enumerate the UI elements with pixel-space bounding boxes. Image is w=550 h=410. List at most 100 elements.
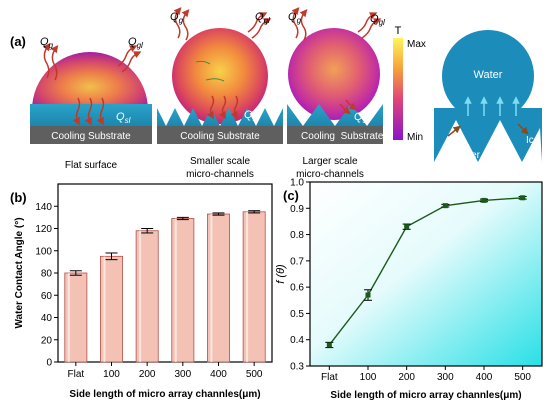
y-tick-label: 0.9 bbox=[290, 204, 304, 215]
q-gl-label-small: Qgl bbox=[255, 11, 270, 25]
temperature-colorbar: T Max Min bbox=[393, 25, 426, 143]
q-g-label-flat: Qg bbox=[40, 36, 54, 50]
y-tick-label: 140 bbox=[35, 202, 52, 213]
y-tick-label: 0.5 bbox=[290, 309, 304, 320]
data-point bbox=[404, 224, 410, 230]
substrate-label-flat: Cooling Substrate bbox=[51, 131, 131, 142]
x-tick-label: 200 bbox=[139, 369, 156, 380]
large-channel-scene: Cooling Substrate Qg Qgl Qsl Larger scal… bbox=[287, 7, 385, 180]
heat-arrow-icon bbox=[181, 9, 190, 41]
x-tick-label: Flat bbox=[67, 369, 84, 380]
substrate-flat bbox=[30, 126, 152, 144]
heat-arrow-icon bbox=[84, 97, 93, 126]
flow-arrow-icon bbox=[195, 60, 211, 65]
panel-a-label: (a) bbox=[10, 34, 26, 49]
substrate-label-large-2: Substrate bbox=[341, 131, 384, 142]
data-point bbox=[481, 197, 487, 203]
micro-channels-large bbox=[287, 104, 383, 126]
colorbar bbox=[393, 38, 403, 140]
panel-c-label: (c) bbox=[283, 188, 299, 203]
data-point bbox=[365, 292, 371, 298]
droplet-small bbox=[172, 28, 268, 124]
x-tick-label: 400 bbox=[476, 372, 493, 383]
y-axis-label: f (θ) bbox=[275, 264, 287, 284]
substrate-label-small: Cooling Substrate bbox=[180, 131, 260, 142]
air-pocket bbox=[478, 120, 522, 162]
y-axis-label: Water Contact Angle (°) bbox=[14, 217, 25, 328]
micro-channels-small bbox=[157, 108, 283, 126]
y-tick-label: 0.3 bbox=[290, 362, 304, 373]
air-pocket bbox=[522, 128, 542, 162]
y-tick-label: 0.7 bbox=[290, 256, 304, 267]
x-tick-label: 200 bbox=[398, 372, 415, 383]
heat-arrow-icon bbox=[96, 97, 105, 126]
heat-arrow-icon bbox=[291, 7, 300, 39]
heat-arrow-icon bbox=[206, 95, 215, 120]
colorbar-min: Min bbox=[407, 132, 423, 143]
x-axis-label: Side length of micro array channles(μm) bbox=[69, 389, 260, 400]
plot-frame bbox=[309, 181, 543, 367]
heat-arrow-icon bbox=[247, 12, 268, 33]
q-g-label-large: Qg bbox=[288, 11, 302, 25]
heat-arrow-icon bbox=[361, 18, 382, 39]
y-tick-label: 1.0 bbox=[290, 178, 304, 189]
flow-arrow-icon bbox=[205, 78, 225, 82]
q-sl-label-flat: Qsl bbox=[116, 111, 131, 125]
small-channel-scene: Cooling Substrate Qg Qgl Qsl Smaller sca… bbox=[157, 7, 283, 180]
q-sl-label-small: Qsl bbox=[244, 109, 259, 123]
heat-arrow-icon bbox=[299, 9, 308, 41]
panel-b: (b) 0 20 40 60 80 100 120 140 Flat 100 200 300 400 50… bbox=[10, 183, 273, 400]
y-tick-label: 40 bbox=[41, 313, 53, 324]
colorbar-title: T bbox=[395, 25, 402, 37]
y-tick-label: 0 bbox=[46, 358, 52, 369]
air-layer-label: Air Layer bbox=[440, 150, 481, 161]
water-ice-scene: Water Ice Air Layer bbox=[434, 30, 542, 162]
x-tick-label: 500 bbox=[514, 372, 531, 383]
substrate-large bbox=[287, 126, 383, 144]
panel-c: (c) 0.3 0.4 0.5 0.6 0.7 0.8 0.9 1.0 Flat 100 200 30… bbox=[275, 178, 543, 401]
y-tick-label: 0.4 bbox=[290, 335, 304, 346]
caption-small-line2: micro-channels bbox=[186, 169, 254, 180]
heat-arrow-icon bbox=[339, 103, 351, 115]
heat-arrow-icon bbox=[345, 99, 357, 111]
data-point bbox=[520, 195, 526, 201]
heat-arrow-icon bbox=[251, 18, 272, 39]
panel-a: (a) Cooling Substrate Qg Qgl Qsl Flat su… bbox=[10, 7, 542, 180]
heat-arrow-icon bbox=[50, 44, 59, 81]
ice-label: Ice bbox=[526, 135, 540, 146]
caption-flat: Flat surface bbox=[65, 160, 118, 171]
heat-arrow-icon bbox=[42, 42, 51, 79]
y-tick-label: 80 bbox=[41, 269, 53, 280]
data-point bbox=[326, 342, 332, 348]
flat-surface-scene: Cooling Substrate Qg Qgl Qsl Flat surfac… bbox=[30, 36, 152, 171]
q-sl-label-large: Qsl bbox=[354, 111, 369, 125]
substrate-label-large-1: Cooling bbox=[301, 131, 335, 142]
heat-arrow-icon bbox=[117, 45, 138, 67]
heat-arrow-icon bbox=[72, 97, 81, 126]
heat-arrow-icon bbox=[173, 7, 182, 39]
bar-chart-contact-angle: 0 20 40 60 80 100 120 140 Flat 100 200 300 400 500 Sid… bbox=[14, 183, 273, 400]
series-line bbox=[328, 197, 523, 346]
heat-arrow-icon bbox=[230, 95, 239, 120]
q-gl-label-flat: Qgl bbox=[128, 36, 143, 50]
heat-arrow-icon bbox=[218, 95, 227, 120]
colorbar-max: Max bbox=[407, 39, 426, 50]
x-tick-label: 300 bbox=[437, 372, 454, 383]
x-tick-label: 100 bbox=[103, 369, 120, 380]
droplet-flat bbox=[32, 52, 148, 110]
air-pocket bbox=[434, 120, 478, 162]
caption-small-line1: Smaller scale bbox=[190, 156, 250, 167]
y-tick-label: 20 bbox=[41, 335, 53, 346]
y-tick-label: 60 bbox=[41, 291, 53, 302]
panel-b-label: (b) bbox=[10, 190, 27, 205]
data-point bbox=[442, 203, 448, 209]
substrate-blue-flat bbox=[30, 104, 152, 126]
y-tick-label: 120 bbox=[35, 224, 52, 235]
substrate-small bbox=[157, 126, 283, 144]
line-chart-f-theta: 0.3 0.4 0.5 0.6 0.7 0.8 0.9 1.0 Flat 100 200 300 400… bbox=[275, 178, 543, 401]
x-tick-label: 400 bbox=[210, 369, 227, 380]
x-tick-label: Flat bbox=[321, 372, 338, 383]
x-tick-label: 500 bbox=[246, 369, 263, 380]
water-label: Water bbox=[474, 69, 503, 81]
